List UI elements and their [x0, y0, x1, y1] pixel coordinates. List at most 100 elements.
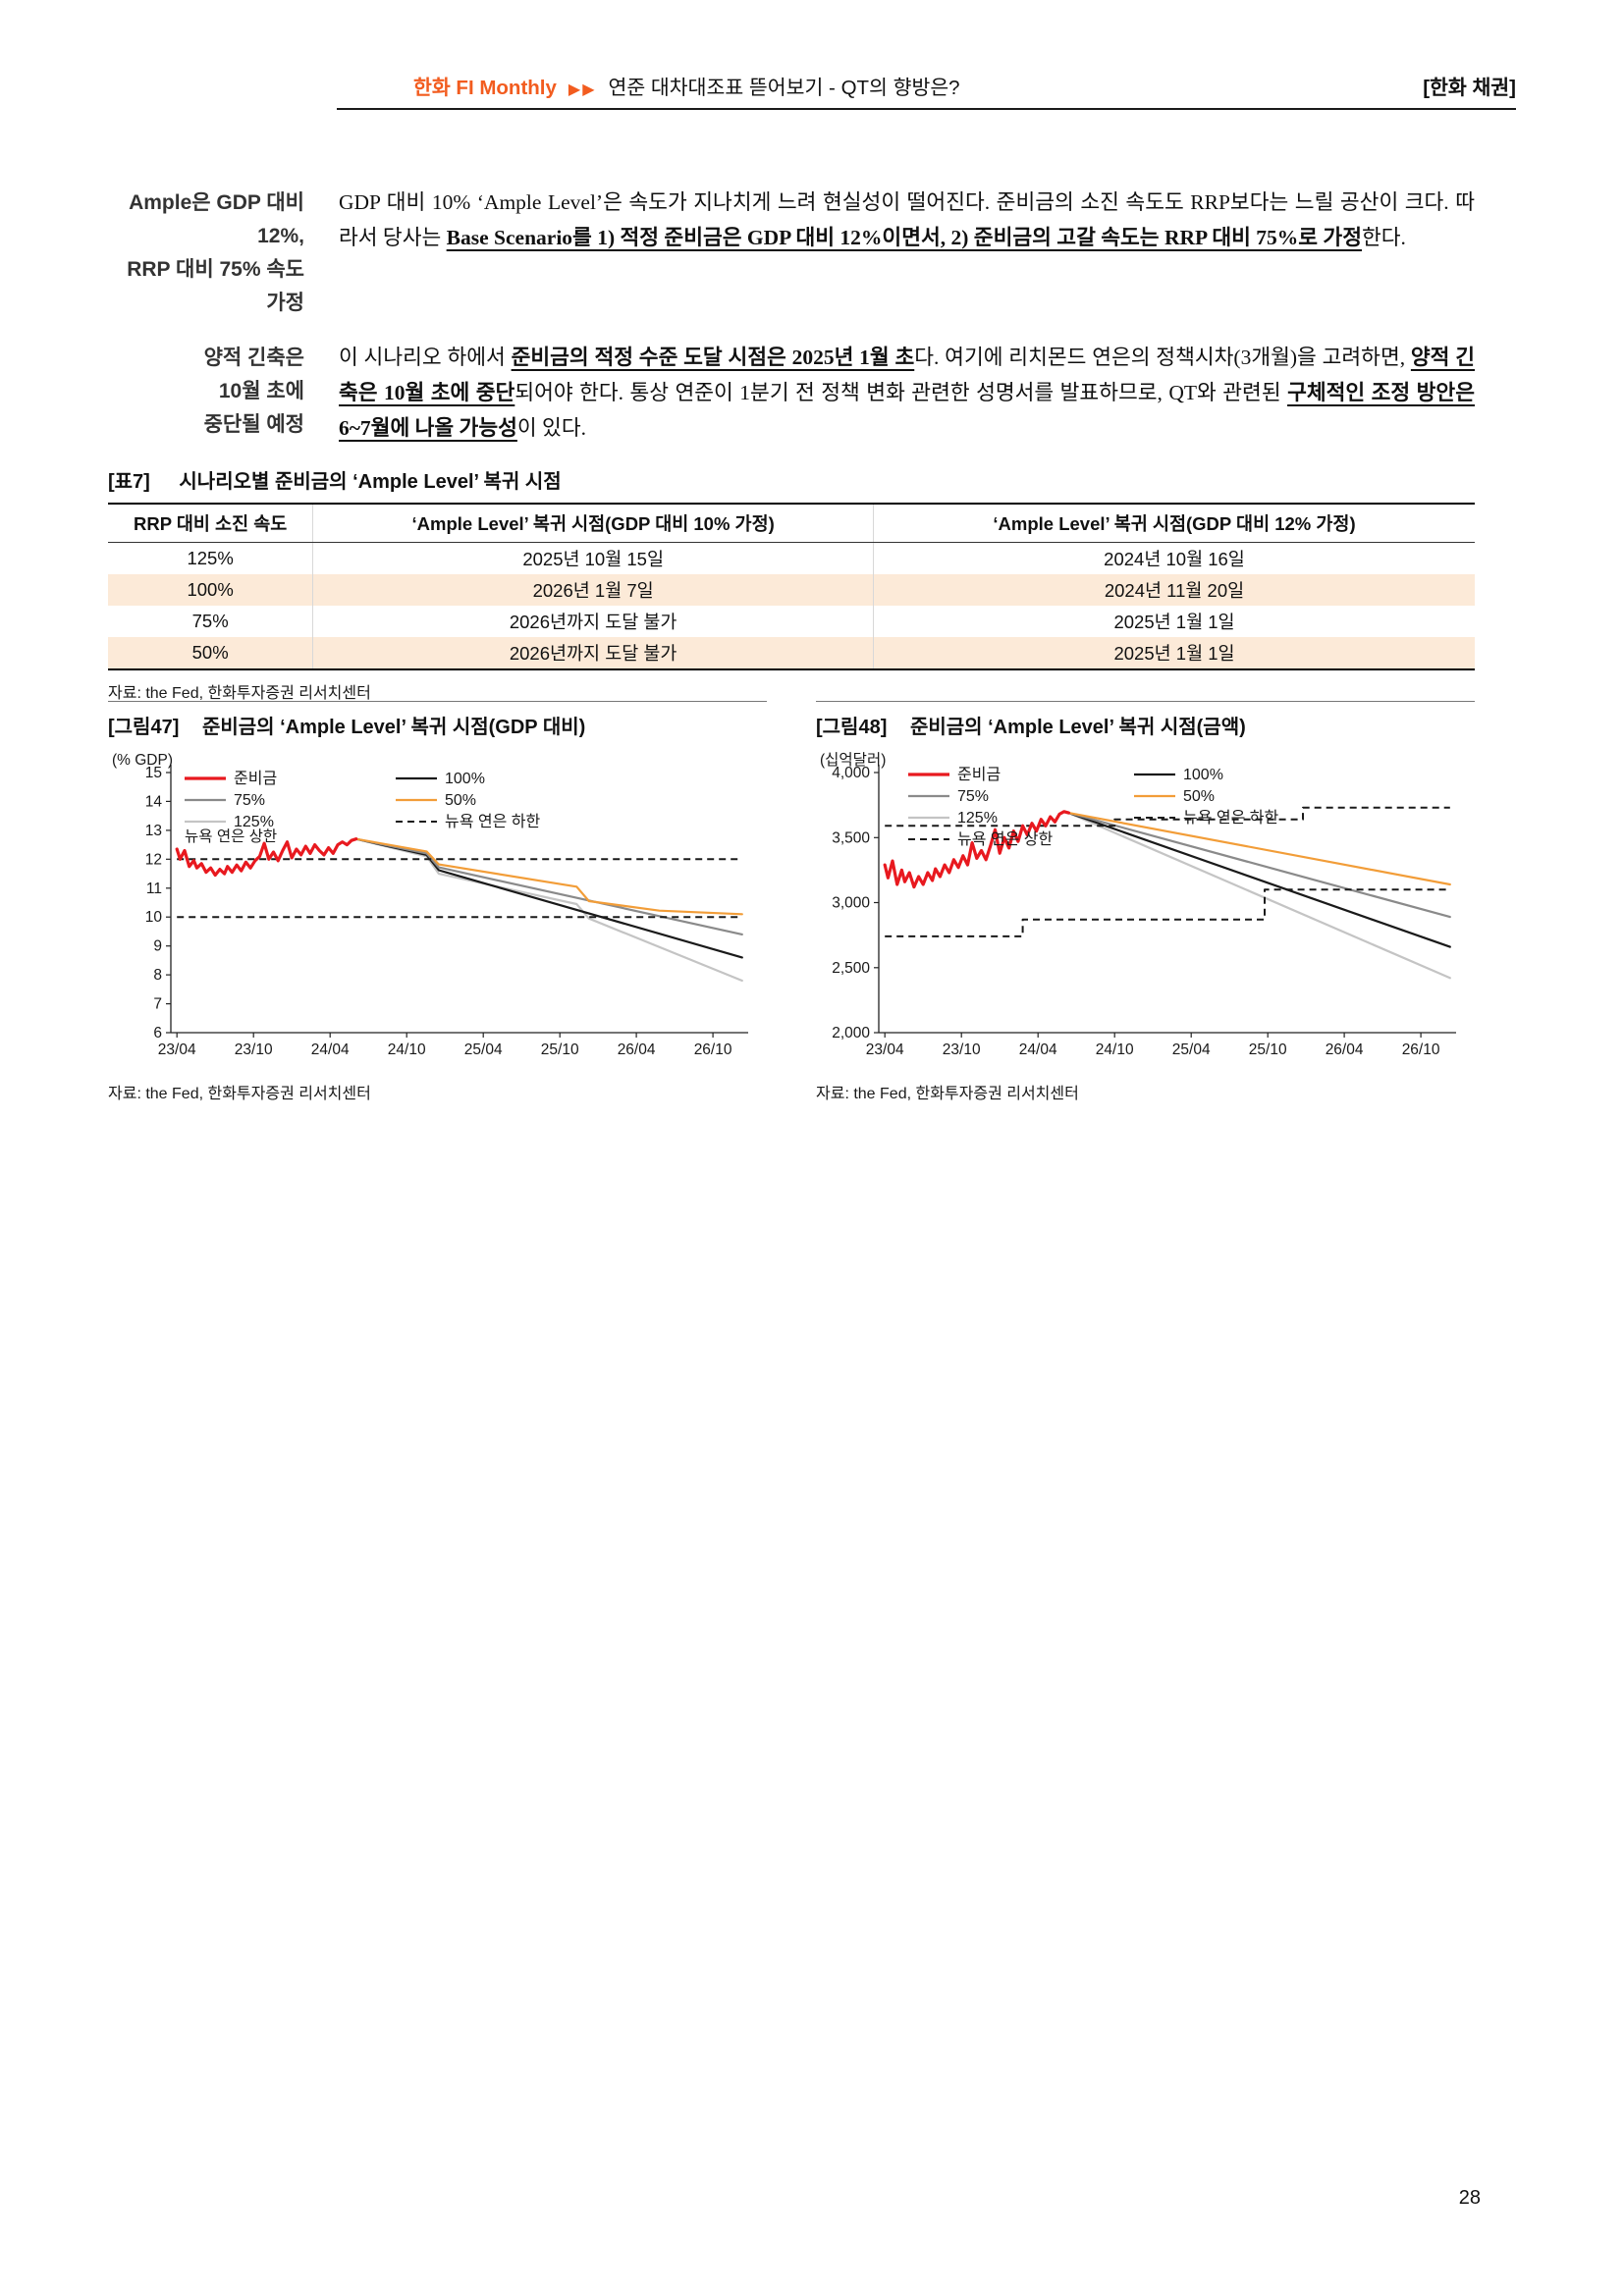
y-tick-label: 10	[145, 909, 163, 926]
line-chart: 6 7 8 9 10 11 12 13 14 15 23/04 23/10 24/04 24/10 25/0…	[112, 752, 748, 1058]
y-unit-label: (% GDP)	[112, 752, 173, 769]
figure-48-title: [그림48] 준비금의 ‘Ample Level’ 복귀 시점(금액)	[816, 711, 1475, 739]
legend-label: 100%	[445, 771, 485, 787]
y-tick-label: 12	[145, 851, 162, 868]
x-tick-label: 23/04	[158, 1041, 196, 1058]
table-cell: 50%	[191, 642, 229, 663]
body-section: Ample은 GDP 대비 12%, RRP 대비 75% 속도 가정 GDP 대…	[108, 185, 1475, 465]
table-cell: 2025년 10월 15일	[312, 542, 874, 574]
figure-48-tag: [그림48]	[816, 717, 888, 738]
table-body: 125% 2025년 10월 15일 2024년 10월 16일 100% 2026년 …	[108, 542, 1475, 669]
series-125%	[354, 837, 743, 983]
figure-48-source: 자료: the Fed, 한화투자증권 리서치센터	[816, 1086, 1079, 1102]
x-tick-label: 25/04	[464, 1041, 503, 1058]
legend-label: 100%	[1183, 767, 1223, 783]
table-title: [표7] 시나리오별 준비금의 ‘Ample Level’ 복귀 시점	[108, 465, 1475, 494]
series-100%	[1067, 811, 1451, 948]
table-cell: 2025년 1월 1일	[873, 606, 1475, 637]
series-뉴욕 연은 상한	[885, 806, 1450, 828]
header-right-label: [한화 채권]	[1423, 77, 1516, 99]
legend-label: 75%	[234, 792, 265, 809]
table-cell: 2026년까지 도달 불가	[312, 606, 874, 637]
legend-label: 뉴욕 연은 하한	[445, 813, 540, 830]
x-tick-label: 24/04	[311, 1041, 350, 1058]
series-75%	[1067, 811, 1451, 919]
y-tick-label: 6	[153, 1025, 162, 1041]
figure-47: [그림47] 준비금의 ‘Ample Level’ 복귀 시점(GDP 대비) …	[108, 701, 767, 1103]
legend-label: 125%	[957, 810, 998, 827]
y-tick-label: 7	[153, 996, 162, 1013]
x-tick-label: 25/04	[1172, 1041, 1211, 1058]
x-tick-label: 23/10	[235, 1041, 273, 1058]
table-section: [표7] 시나리오별 준비금의 ‘Ample Level’ 복귀 시점 RRP …	[108, 465, 1475, 703]
page-number: 28	[1458, 2187, 1481, 2209]
legend-label: 준비금	[957, 766, 1001, 783]
legend-label: 125%	[234, 814, 274, 830]
legend-label: 준비금	[234, 770, 277, 787]
figure-48-title-text: 준비금의 ‘Ample Level’ 복귀 시점(금액)	[909, 717, 1246, 738]
table-header-cell: ‘Ample Level’ 복귀 시점(GDP 대비 12% 가정)	[873, 504, 1475, 543]
text-block-1: Ample은 GDP 대비 12%, RRP 대비 75% 속도 가정 GDP 대…	[108, 185, 1475, 320]
table-cell: 2024년 10월 16일	[873, 542, 1475, 574]
y-tick-label: 9	[153, 938, 162, 955]
figure-47-title-text: 준비금의 ‘Ample Level’ 복귀 시점(GDP 대비)	[201, 717, 586, 738]
plot-annotation: 뉴욕 연은 상한	[185, 828, 277, 845]
legend-label: 50%	[1183, 788, 1215, 805]
page-header: 한화 FI Monthly ▶▶ 연준 대차대조표 뜯어보기 - QT의 향방은…	[337, 71, 1516, 100]
scenario-table: RRP 대비 소진 속도 ‘Ample Level’ 복귀 시점(GDP 대비 1…	[108, 503, 1475, 670]
series-50%	[1067, 811, 1451, 886]
legend-label: 뉴욕 연은 상한	[957, 830, 1053, 848]
y-tick-label: 15	[145, 765, 162, 781]
paragraph-2: 이 시나리오 하에서 준비금의 적정 수준 도달 시점은 2025년 1월 초다…	[339, 346, 1476, 440]
table-cell: 2026년 1월 7일	[312, 574, 874, 606]
y-tick-label: 11	[146, 881, 162, 897]
y-tick-label: 4,000	[832, 765, 870, 781]
table-row: 125% 2025년 10월 15일 2024년 10월 16일	[108, 542, 1475, 574]
margin-note-2: 양적 긴축은 10월 초에 중단될 예정	[203, 347, 304, 436]
series-50%	[354, 837, 743, 916]
x-tick-label: 25/10	[1249, 1041, 1287, 1058]
y-tick-label: 2,500	[832, 960, 870, 977]
figure-47-title: [그림47] 준비금의 ‘Ample Level’ 복귀 시점(GDP 대비)	[108, 711, 767, 739]
table-cell: 100%	[187, 579, 234, 600]
x-tick-label: 26/10	[694, 1041, 732, 1058]
table-title-text: 시나리오별 준비금의 ‘Ample Level’ 복귀 시점	[179, 471, 562, 493]
chart-gdp-ratio: 6 7 8 9 10 11 12 13 14 15 23/04 23/10 24/04 24/10 25/0…	[108, 747, 767, 1076]
table-cell: 75%	[191, 611, 229, 631]
legend-label: 50%	[445, 792, 476, 809]
table-header-cell: ‘Ample Level’ 복귀 시점(GDP 대비 10% 가정)	[312, 504, 874, 543]
figure-47-tag: [그림47]	[108, 717, 180, 738]
series-준비금	[175, 837, 358, 878]
legend-label: 뉴욕 연은 하한	[1183, 809, 1278, 827]
y-tick-label: 2,000	[832, 1025, 870, 1041]
table-tag: [표7]	[108, 471, 150, 493]
table-header-cell: RRP 대비 소진 속도	[108, 504, 313, 543]
x-tick-label: 24/04	[1019, 1041, 1057, 1058]
table-row: 100% 2026년 1월 7일 2024년 11월 20일	[108, 574, 1475, 606]
figures-row: [그림47] 준비금의 ‘Ample Level’ 복귀 시점(GDP 대비) …	[108, 701, 1475, 1103]
series-준비금	[883, 810, 1070, 889]
paragraph-1: GDP 대비 10% ‘Ample Level’은 속도가 지나치게 느려 현실…	[339, 190, 1475, 249]
table-cell: 2026년까지 도달 불가	[312, 637, 874, 669]
chart-amount: 2,000 2,500 3,000 3,500 4,000 23/04 23/10 24/04…	[816, 747, 1475, 1076]
y-tick-label: 8	[153, 967, 162, 984]
x-tick-label: 24/10	[1096, 1041, 1134, 1058]
double-arrow-icon: ▶▶	[568, 81, 597, 98]
table-row: 75% 2026년까지 도달 불가 2025년 1월 1일	[108, 606, 1475, 637]
margin-note-1: Ample은 GDP 대비 12%, RRP 대비 75% 속도 가정	[127, 191, 304, 314]
brand-logo-text: 한화 FI Monthly	[413, 77, 557, 99]
figure-47-source: 자료: the Fed, 한화투자증권 리서치센터	[108, 1086, 371, 1102]
x-tick-label: 26/04	[1326, 1041, 1364, 1058]
legend-label: 75%	[957, 788, 989, 805]
table-source: 자료: the Fed, 한화투자증권 리서치센터	[108, 685, 371, 702]
x-tick-label: 23/10	[943, 1041, 981, 1058]
table-cell: 125%	[187, 548, 234, 568]
line-chart: 2,000 2,500 3,000 3,500 4,000 23/04 23/10 24/04…	[820, 751, 1456, 1058]
text-block-2: 양적 긴축은 10월 초에 중단될 예정 이 시나리오 하에서 준비금의 적정 수준…	[108, 340, 1475, 446]
x-tick-label: 26/04	[618, 1041, 656, 1058]
series-뉴욕 연은 하한	[885, 888, 1450, 937]
y-tick-label: 3,500	[832, 829, 870, 846]
y-unit-label: (십억달러)	[820, 751, 886, 769]
x-tick-label: 26/10	[1402, 1041, 1440, 1058]
table-cell: 2024년 11월 20일	[873, 574, 1475, 606]
